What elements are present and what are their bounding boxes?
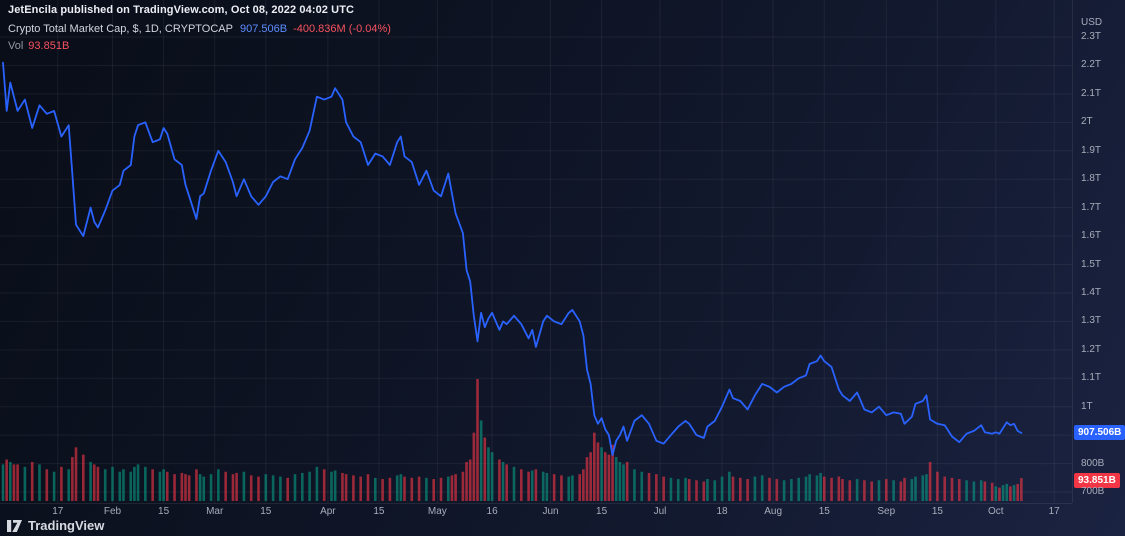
- time-tick: Feb: [103, 506, 122, 517]
- time-tick: 15: [931, 506, 943, 517]
- time-tick: Sep: [877, 506, 896, 517]
- price-tick: 1.3T: [1081, 315, 1102, 327]
- market-cap-chart[interactable]: [0, 0, 1072, 503]
- time-tick: 15: [158, 506, 170, 517]
- time-tick: 17: [52, 506, 64, 517]
- brand-name: TradingView: [28, 518, 105, 533]
- time-tick: Mar: [206, 506, 224, 517]
- price-tick: 1T: [1081, 400, 1093, 412]
- time-tick: Jul: [653, 506, 667, 517]
- attribution-text: JetEncila published on TradingView.com, …: [8, 4, 355, 16]
- time-tick: Oct: [988, 506, 1004, 517]
- volume-value: 93.851B: [28, 40, 70, 52]
- chart-legend: Crypto Total Market Cap, $, 1D, CRYPTOCA…: [8, 23, 391, 35]
- price-tick: 800B: [1081, 457, 1105, 469]
- price-tick: 700B: [1081, 486, 1105, 497]
- price-tick: 2T: [1081, 116, 1093, 128]
- price-tick: 2.3T: [1081, 31, 1102, 42]
- price-tick: 1.5T: [1081, 258, 1102, 270]
- axis-unit-label: USD: [1081, 17, 1103, 28]
- tradingview-branding[interactable]: TradingView: [7, 518, 104, 533]
- last-value: 907.506B: [239, 23, 288, 35]
- time-tick: 16: [486, 506, 498, 517]
- last-price-label: 907.506B: [1074, 424, 1125, 440]
- tradingview-logo-icon: [7, 519, 22, 532]
- price-tick: 1.7T: [1081, 201, 1102, 213]
- time-tick: 15: [818, 506, 830, 517]
- price-tick: 1.2T: [1081, 343, 1102, 355]
- time-tick: 15: [596, 506, 608, 517]
- symbol-title[interactable]: Crypto Total Market Cap, $, 1D, CRYPTOCA…: [8, 23, 233, 35]
- time-tick: Jun: [542, 506, 559, 517]
- time-tick: 17: [1048, 506, 1060, 517]
- volume-legend: Vol 93.851B: [8, 40, 69, 52]
- time-tick: Aug: [764, 506, 783, 517]
- price-tick: 1.4T: [1081, 286, 1102, 298]
- time-axis[interactable]: 17 Feb 15 Mar 15 Apr 15 May 16 Jun 15 Jul 18 Aug 15 Sep…: [0, 503, 1072, 520]
- time-tick: May: [427, 506, 447, 517]
- time-tick: Apr: [320, 506, 336, 517]
- price-tick: 1.6T: [1081, 230, 1102, 242]
- volume-label-text[interactable]: Vol: [8, 40, 24, 52]
- price-tick: 1.8T: [1081, 173, 1102, 185]
- time-tick: 18: [716, 506, 728, 517]
- change-value: -400.836M (-0.04%): [293, 23, 391, 35]
- last-volume-label: 93.851B: [1074, 473, 1120, 488]
- time-tick: 15: [260, 506, 272, 517]
- price-tick: 1.1T: [1081, 372, 1102, 384]
- price-axis[interactable]: USD 907.506B 93.851B 2.3T 2.2T 2.1T 2T 1.9T 1…: [1072, 0, 1125, 503]
- price-tick: 2.2T: [1081, 59, 1102, 71]
- price-tick: 1.9T: [1081, 144, 1102, 156]
- price-tick: 2.1T: [1081, 87, 1102, 99]
- time-tick: 15: [373, 506, 385, 517]
